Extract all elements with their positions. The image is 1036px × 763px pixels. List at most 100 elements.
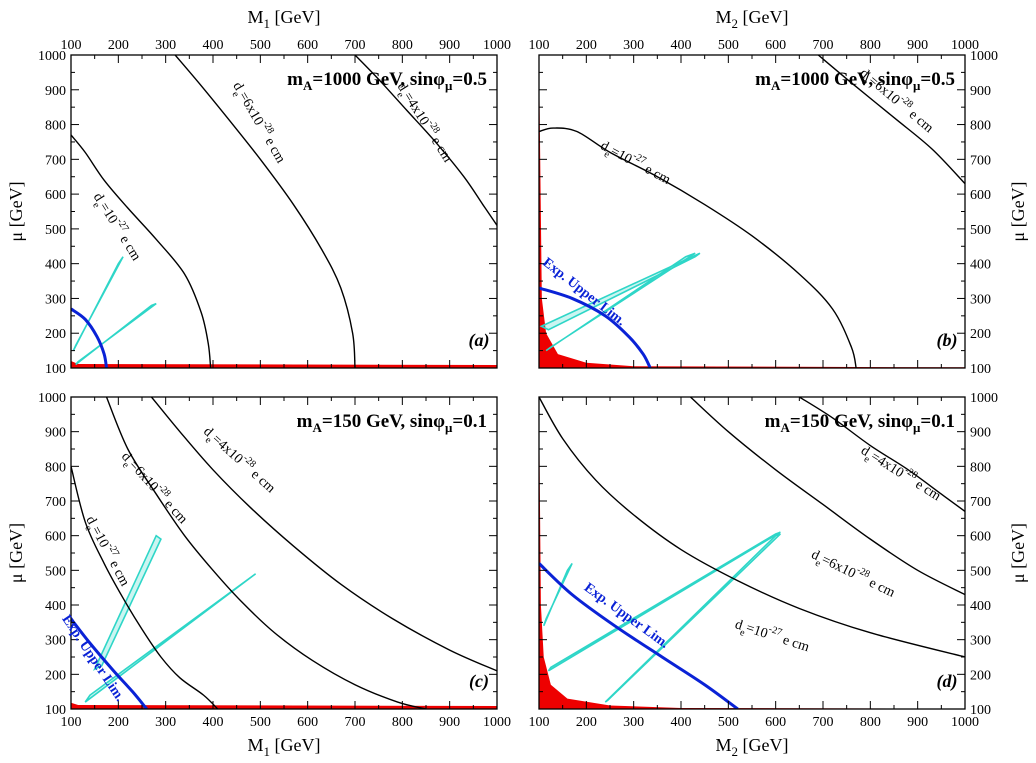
x-tick-label: 700 bbox=[345, 715, 366, 730]
contour-label: de=10-27 e cm bbox=[732, 613, 812, 659]
contour-label: de=6x10-28 e cm bbox=[807, 544, 899, 605]
y-tick-label: 600 bbox=[45, 188, 66, 203]
y-tick-label: 900 bbox=[45, 84, 66, 99]
contour-label-sub: e bbox=[813, 558, 822, 570]
y-tick-label: 200 bbox=[45, 327, 66, 342]
exp-upper-limit-curve bbox=[539, 286, 652, 368]
y-tick-label: 400 bbox=[45, 258, 66, 273]
x-tick-label: 500 bbox=[250, 715, 271, 730]
y-tick-label: 1000 bbox=[38, 391, 66, 406]
panel-d: 100 200 300 400 500 600 700 800 900 1000100200300… bbox=[529, 391, 1029, 759]
panel-title-sub: A bbox=[780, 420, 790, 435]
contour-label-unit: e cm bbox=[903, 105, 936, 136]
x-tick-label: 900 bbox=[439, 38, 460, 53]
y-tick-label: 100 bbox=[45, 703, 66, 718]
de-contour-1 bbox=[71, 466, 219, 709]
de-contour-3 bbox=[150, 397, 497, 672]
contour-label-sub: e bbox=[394, 90, 406, 100]
x-axis-title-sub: 1 bbox=[264, 16, 271, 31]
x-tick-label: 1000 bbox=[483, 715, 511, 730]
y-tick-label: 400 bbox=[45, 599, 66, 614]
x-axis-title-main: M bbox=[248, 7, 264, 27]
x-tick-label: 100 bbox=[529, 38, 550, 53]
contour-label-sub: e bbox=[229, 90, 241, 100]
x-axis-title-unit: [GeV] bbox=[738, 735, 788, 755]
y-tick-label: 100 bbox=[970, 703, 991, 718]
exp-upper-limit-curve bbox=[71, 307, 108, 368]
y-tick-label: 400 bbox=[970, 258, 991, 273]
x-tick-label: 400 bbox=[203, 38, 224, 53]
x-axis-title: M2 [GeV] bbox=[716, 7, 789, 31]
y-tick-label: 400 bbox=[970, 599, 991, 614]
panel-title-sub: A bbox=[303, 78, 313, 93]
x-axis-title-sub: 1 bbox=[264, 744, 271, 759]
x-axis-title-unit: [GeV] bbox=[270, 7, 320, 27]
y-tick-label: 500 bbox=[970, 223, 991, 238]
x-tick-label: 1000 bbox=[483, 38, 511, 53]
allowed-band-2 bbox=[75, 302, 157, 366]
x-tick-label: 800 bbox=[392, 38, 413, 53]
x-tick-label: 200 bbox=[576, 715, 597, 730]
contour-label: de=4x10-28 e cm bbox=[856, 440, 945, 508]
y-axis-title: μ [GeV] bbox=[1008, 181, 1028, 241]
panel-title-sub: μ bbox=[445, 420, 453, 435]
allowed-band-fill-1 bbox=[541, 253, 700, 330]
contour-label-sub: e bbox=[90, 201, 102, 211]
allowed-band-fill-1 bbox=[94, 535, 161, 670]
panel-title-sub: μ bbox=[913, 78, 921, 93]
y-tick-label: 1000 bbox=[970, 391, 998, 406]
plot-frame bbox=[538, 396, 966, 710]
x-tick-label: 500 bbox=[718, 38, 739, 53]
x-tick-label: 500 bbox=[718, 715, 739, 730]
y-tick-label: 500 bbox=[45, 223, 66, 238]
y-tick-label: 900 bbox=[970, 84, 991, 99]
y-tick-label: 900 bbox=[970, 426, 991, 441]
x-tick-label: 900 bbox=[907, 715, 928, 730]
panel-title: mA=1000 GeV, sinφμ=0.5 bbox=[287, 69, 487, 93]
y-tick-label: 600 bbox=[970, 188, 991, 203]
panel-letter: (b) bbox=[937, 330, 958, 351]
allowed-band-2 bbox=[545, 252, 696, 352]
x-tick-label: 300 bbox=[155, 38, 176, 53]
y-tick-label: 700 bbox=[970, 153, 991, 168]
panel-title-sub: A bbox=[312, 420, 322, 435]
y-axis-title: μ [GeV] bbox=[6, 181, 26, 241]
y-tick-label: 800 bbox=[970, 119, 991, 134]
contour-label-sub: e bbox=[203, 435, 214, 447]
y-tick-label: 300 bbox=[45, 634, 66, 649]
x-axis-title-main: M bbox=[716, 735, 732, 755]
contour-label: de=6x10-28 e cm bbox=[115, 447, 193, 530]
plot-area bbox=[71, 55, 497, 368]
x-tick-label: 600 bbox=[765, 715, 786, 730]
x-tick-label: 700 bbox=[813, 715, 834, 730]
panel-title-part: =0.1 bbox=[920, 411, 955, 432]
contour-label-unit: e cm bbox=[115, 230, 144, 264]
x-axis-title-main: M bbox=[248, 735, 264, 755]
y-tick-label: 200 bbox=[970, 668, 991, 683]
panel-title-part: m bbox=[297, 411, 313, 432]
contour-label: de=10-27 e cm bbox=[596, 135, 675, 192]
excluded-region bbox=[539, 397, 965, 709]
x-tick-label: 400 bbox=[203, 715, 224, 730]
de-contour-2 bbox=[817, 55, 965, 185]
allowed-band-2 bbox=[84, 573, 257, 703]
y-tick-label: 500 bbox=[45, 564, 66, 579]
allowed-band-1 bbox=[93, 534, 162, 671]
panel-a: 100 200 300 400 500 600 700 800 900 1000100200300… bbox=[6, 7, 511, 377]
x-tick-label: 200 bbox=[108, 38, 129, 53]
x-tick-label: 400 bbox=[671, 715, 692, 730]
contour-label-sub: e bbox=[862, 454, 872, 466]
de-contour-1 bbox=[539, 397, 965, 658]
x-tick-label: 800 bbox=[860, 715, 881, 730]
y-tick-label: 1000 bbox=[970, 49, 998, 64]
y-tick-label: 900 bbox=[45, 426, 66, 441]
de-contour-3 bbox=[798, 397, 965, 512]
panel-letter: (a) bbox=[469, 330, 490, 351]
contour-label-sub: e bbox=[120, 460, 132, 471]
de-contour-2 bbox=[689, 397, 965, 596]
panel-title-part: =1000 GeV, sinφ bbox=[780, 69, 913, 90]
contour-label-unit: e cm bbox=[777, 632, 811, 656]
y-tick-label: 300 bbox=[970, 292, 991, 307]
x-tick-label: 600 bbox=[765, 38, 786, 53]
y-tick-label: 300 bbox=[45, 292, 66, 307]
